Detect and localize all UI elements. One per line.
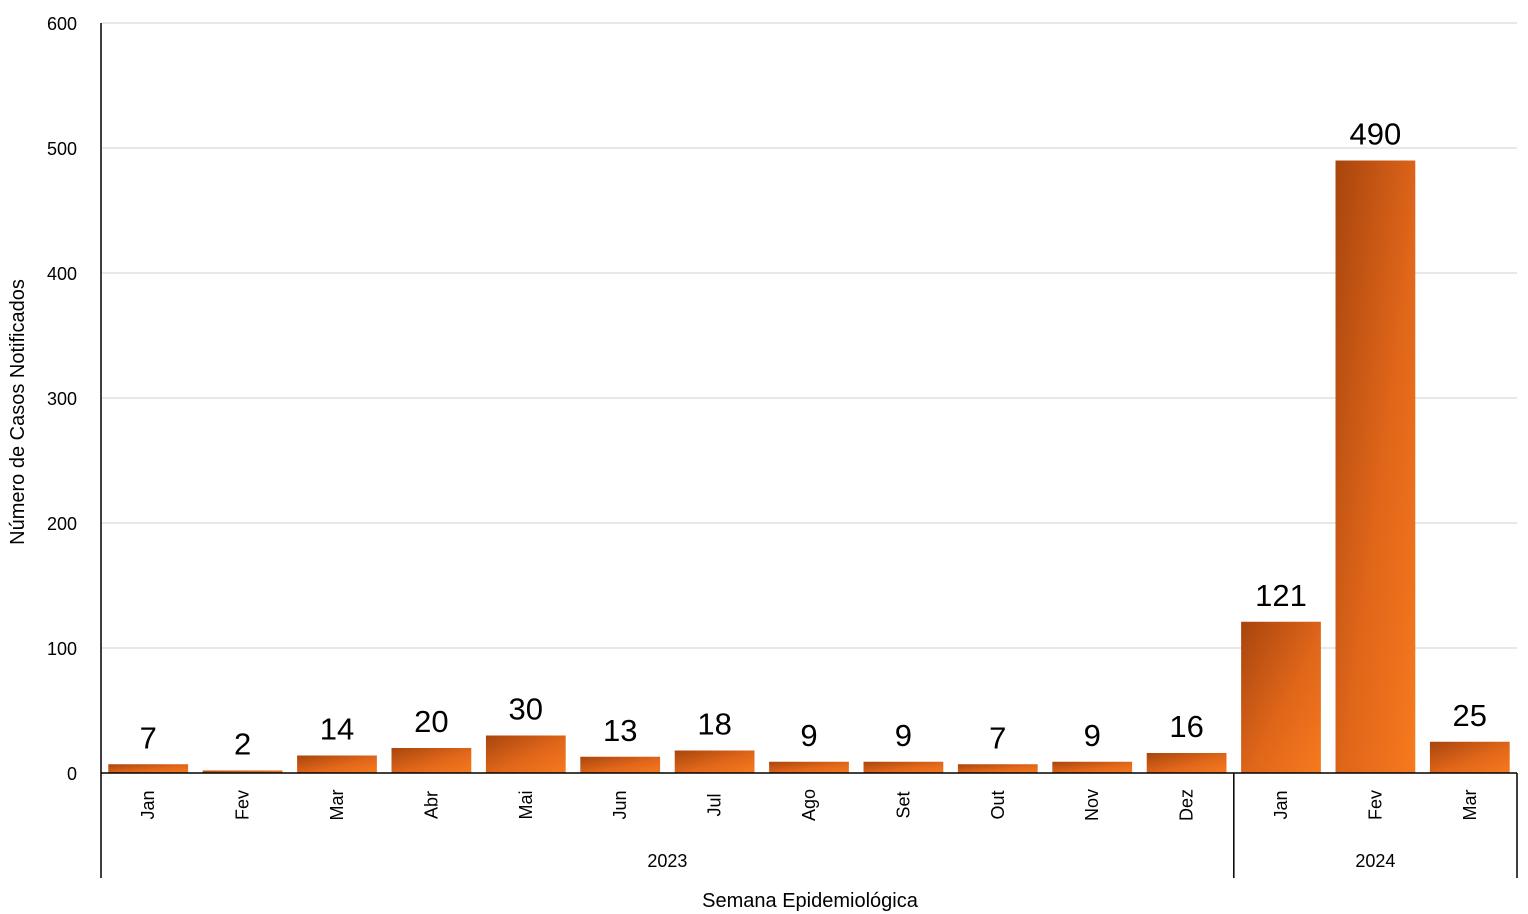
data-label: 16 bbox=[1169, 709, 1203, 744]
data-label: 20 bbox=[414, 704, 448, 739]
x-tick-label: Ago bbox=[799, 789, 819, 821]
x-tick-label: Mar bbox=[327, 789, 347, 820]
bars bbox=[108, 160, 1510, 773]
y-tick-label: 600 bbox=[47, 14, 77, 34]
data-label: 30 bbox=[509, 692, 543, 727]
data-labels: 7 2 14 20 30 13 18 9 9 7 9 16 121 490 25 bbox=[140, 117, 1487, 762]
x-axis-title: Semana Epidemiológica bbox=[702, 890, 919, 912]
x-tick-label: Set bbox=[893, 791, 913, 818]
x-tick-label: Jun bbox=[610, 790, 630, 819]
bar bbox=[297, 755, 377, 773]
data-label: 490 bbox=[1350, 117, 1402, 152]
data-label: 9 bbox=[1084, 718, 1101, 753]
x-group-label: 2023 bbox=[647, 851, 687, 871]
y-axis-title: Número de Casos Notificados bbox=[7, 279, 29, 545]
x-tick-label: Jul bbox=[705, 793, 725, 816]
bar bbox=[957, 764, 1038, 773]
x-tick-label: Fev bbox=[1365, 790, 1385, 820]
data-label: 25 bbox=[1453, 698, 1487, 733]
bar bbox=[674, 750, 755, 773]
x-tick-label: Jan bbox=[138, 790, 158, 819]
data-label: 9 bbox=[800, 718, 817, 753]
x-tick-label: Nov bbox=[1082, 789, 1102, 821]
x-tick-label: Fev bbox=[233, 790, 253, 820]
x-tick-label: Abr bbox=[421, 791, 441, 819]
x-tick-label: Mar bbox=[1460, 789, 1480, 820]
y-tick-label: 200 bbox=[47, 514, 77, 534]
data-label: 13 bbox=[603, 713, 637, 748]
axes bbox=[100, 23, 1518, 878]
x-axis-groups: 2023 2024 bbox=[647, 851, 1395, 871]
y-axis-ticks: 0 100 200 300 400 500 600 bbox=[47, 14, 77, 784]
data-label: 9 bbox=[895, 718, 912, 753]
y-tick-label: 400 bbox=[47, 264, 77, 284]
bar bbox=[863, 761, 944, 773]
x-tick-label: Mai bbox=[516, 790, 536, 819]
bar bbox=[769, 761, 849, 773]
bar bbox=[1146, 753, 1227, 773]
bar bbox=[202, 770, 283, 773]
data-label: 7 bbox=[989, 720, 1006, 755]
bar bbox=[1335, 160, 1416, 773]
x-tick-label: Out bbox=[988, 790, 1008, 819]
gridlines bbox=[101, 22, 1517, 649]
y-tick-label: 100 bbox=[47, 639, 77, 659]
bar bbox=[1241, 621, 1321, 773]
x-group-label: 2024 bbox=[1355, 851, 1395, 871]
bar bbox=[485, 735, 566, 773]
y-tick-label: 500 bbox=[47, 139, 77, 159]
data-label: 14 bbox=[320, 712, 354, 747]
x-tick-label: Dez bbox=[1177, 789, 1197, 821]
bar bbox=[108, 764, 189, 773]
bar bbox=[1429, 741, 1510, 773]
data-label: 7 bbox=[140, 720, 157, 755]
data-label: 2 bbox=[234, 727, 251, 762]
bar bbox=[1052, 761, 1133, 773]
bar bbox=[391, 748, 472, 773]
data-label: 121 bbox=[1255, 578, 1307, 613]
y-tick-label: 300 bbox=[47, 389, 77, 409]
x-tick-label: Jan bbox=[1271, 790, 1291, 819]
data-label: 18 bbox=[697, 707, 731, 742]
x-axis-categories: Jan Fev Mar Abr Mai Jun Jul Ago Set Out Nov Dez Jan F… bbox=[138, 789, 1480, 821]
y-tick-label: 0 bbox=[67, 764, 77, 784]
bar bbox=[580, 756, 661, 773]
